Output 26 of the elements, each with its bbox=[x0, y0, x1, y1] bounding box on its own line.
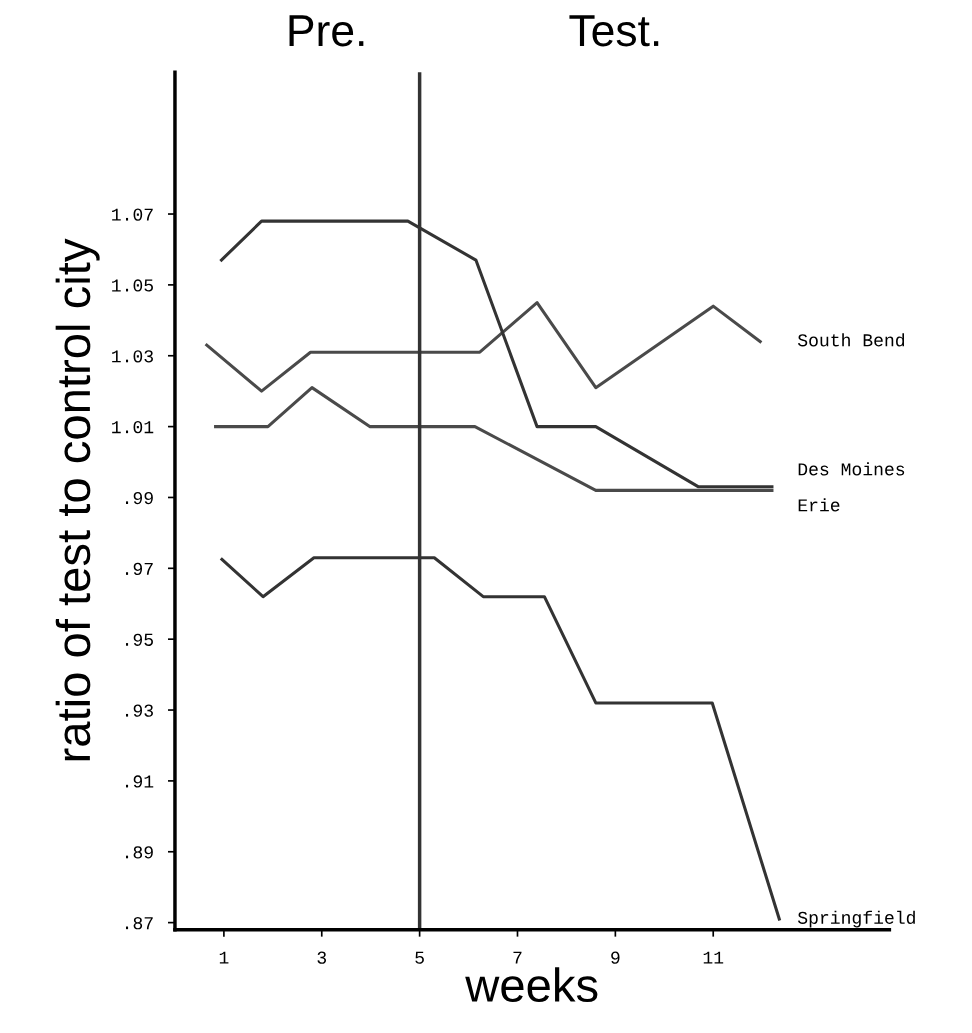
x-tick-label: 7 bbox=[513, 951, 522, 964]
y-tick-label: .99 bbox=[125, 491, 153, 505]
x-tick-label: 9 bbox=[611, 951, 620, 964]
y-tick-label: .95 bbox=[125, 633, 153, 646]
y-tick-label: 1.05 bbox=[112, 279, 153, 292]
y-tick-label: .89 bbox=[125, 846, 153, 859]
series-label: Des Moines bbox=[798, 462, 905, 476]
line-series bbox=[205, 301, 762, 393]
y-tick-label: 1.07 bbox=[112, 208, 153, 221]
y-tick-label: 1.01 bbox=[112, 421, 154, 434]
y-tick-label: .87 bbox=[125, 917, 153, 930]
x-tick-label: 3 bbox=[317, 951, 327, 964]
y-tick-label: 1.03 bbox=[112, 350, 153, 363]
text: South Bend bbox=[797, 333, 905, 347]
y-tick-label: .97 bbox=[125, 562, 153, 576]
series-label: Springfield bbox=[797, 910, 915, 928]
text: Test. bbox=[569, 15, 659, 47]
y-tick-label: .91 bbox=[125, 775, 154, 788]
x-tick-label: 5 bbox=[415, 951, 424, 964]
series-label: Erie bbox=[798, 498, 840, 512]
text: Pre. bbox=[289, 15, 364, 47]
x-tick-label: 1 bbox=[219, 951, 229, 964]
y-tick-label: .93 bbox=[125, 704, 153, 717]
x-axis-title: weeks bbox=[465, 967, 598, 1003]
y-axis-title: ratio of test to control city bbox=[55, 238, 100, 761]
x-tick-label: 11 bbox=[703, 951, 724, 964]
